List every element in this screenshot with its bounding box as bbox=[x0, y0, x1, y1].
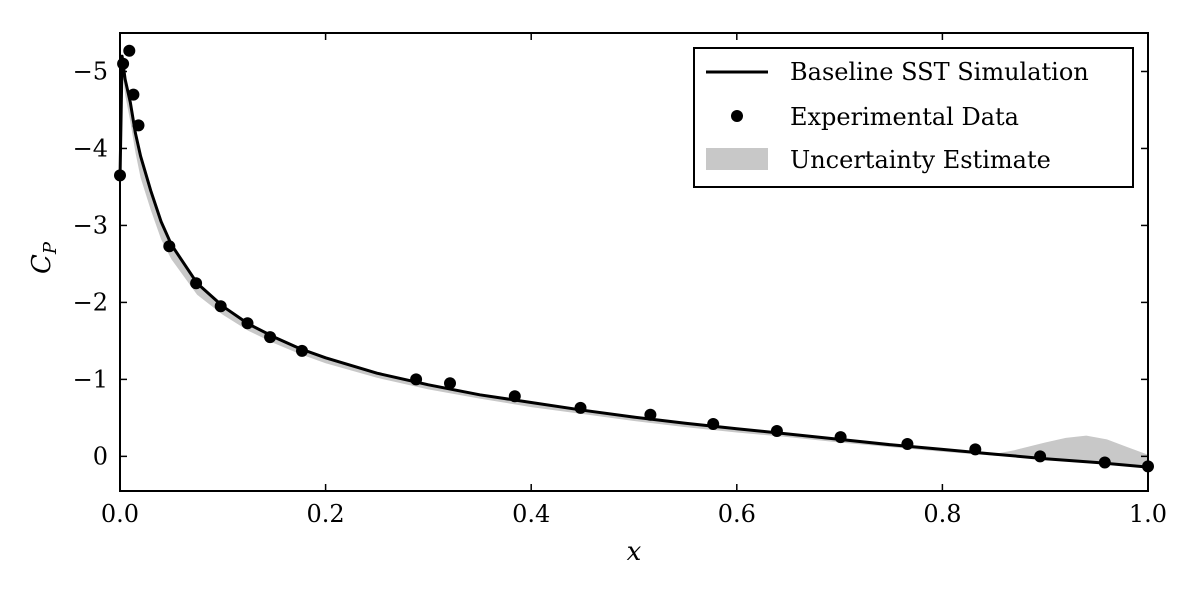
experimental-data-point bbox=[132, 119, 145, 132]
experimental-data-point bbox=[770, 425, 783, 437]
y-tick-label: −2 bbox=[73, 288, 108, 316]
experimental-data-point bbox=[1098, 456, 1111, 469]
legend-marker-swatch bbox=[731, 110, 743, 122]
experimental-data-point bbox=[969, 443, 982, 456]
x-axis: 0.0 0.2 0.4 0.6 0.8 1.0 bbox=[101, 33, 1167, 528]
experimental-data-point bbox=[901, 438, 914, 450]
y-tick-label: −5 bbox=[73, 57, 108, 85]
experimental-data-point bbox=[127, 88, 140, 101]
y-tick-label: −4 bbox=[73, 134, 108, 162]
legend: Baseline SST Simulation Experimental Dat… bbox=[693, 47, 1134, 188]
plot-area bbox=[114, 44, 1154, 473]
experimental-data-point bbox=[190, 277, 203, 290]
experimental-data-point bbox=[264, 331, 277, 344]
x-tick-label: 0.2 bbox=[307, 500, 345, 528]
experimental-data-point bbox=[296, 344, 308, 357]
legend-label-experimental: Experimental Data bbox=[790, 103, 1019, 131]
experimental-data-point bbox=[410, 373, 423, 386]
experimental-data-point bbox=[508, 390, 521, 403]
y-tick-label: 0 bbox=[93, 442, 108, 470]
experimental-data-point bbox=[574, 401, 587, 414]
legend-label-uncertainty: Uncertainty Estimate bbox=[790, 146, 1051, 174]
experimental-data-point bbox=[1034, 450, 1047, 463]
x-tick-label: 0.8 bbox=[923, 500, 961, 528]
legend-band-swatch bbox=[706, 148, 768, 170]
x-tick-label: 1.0 bbox=[1129, 500, 1167, 528]
experimental-data-point bbox=[163, 240, 176, 253]
y-axis-label: CP bbox=[27, 241, 61, 274]
experimental-data-point bbox=[241, 317, 254, 330]
plot-frame bbox=[119, 32, 1149, 492]
baseline-sst-line bbox=[118, 54, 1149, 469]
y-axis-label-subscript: P bbox=[40, 241, 61, 255]
x-tick-label: 0.6 bbox=[718, 500, 756, 528]
experimental-data-point bbox=[214, 300, 227, 313]
experimental-data-point bbox=[117, 57, 130, 70]
y-tick-label: −1 bbox=[73, 365, 108, 393]
experimental-data-point bbox=[834, 431, 847, 444]
x-tick-label: 0.4 bbox=[512, 500, 550, 528]
experimental-data-point bbox=[707, 418, 720, 430]
legend-label-baseline: Baseline SST Simulation bbox=[790, 58, 1089, 86]
x-tick-label: 0.0 bbox=[101, 500, 139, 528]
y-axis: −5 −4 −3 −2 −1 0 bbox=[73, 57, 1148, 470]
y-tick-label: −3 bbox=[73, 211, 108, 239]
x-axis-label: x bbox=[627, 537, 642, 567]
experimental-data-point bbox=[644, 408, 657, 421]
experimental-data-point bbox=[444, 377, 456, 390]
experimental-data-point bbox=[123, 44, 136, 57]
